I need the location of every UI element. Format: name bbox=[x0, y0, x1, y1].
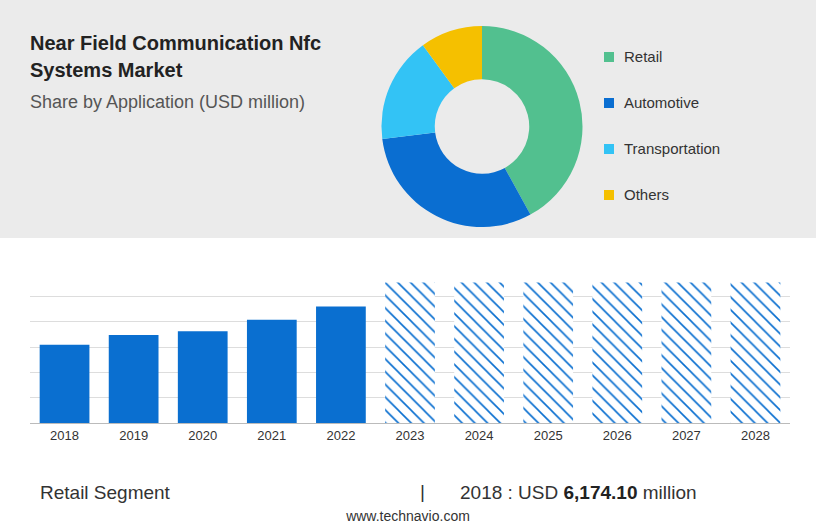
html-text:Others: Others bbox=[624, 186, 669, 203]
svg-text:2023: 2023 bbox=[396, 428, 425, 443]
svg-text:2022: 2022 bbox=[326, 428, 355, 443]
svg-text:2027: 2027 bbox=[672, 428, 701, 443]
html-text:2018 : USD 6,174.10 million: 2018 : USD 6,174.10 million bbox=[460, 482, 697, 503]
html-text:Retail: Retail bbox=[624, 48, 663, 65]
svg-text:2025: 2025 bbox=[534, 428, 563, 443]
svg-text:2020: 2020 bbox=[188, 428, 217, 443]
svg-text:2019: 2019 bbox=[119, 428, 148, 443]
html-text:www.technavio.com: www.technavio.com bbox=[346, 508, 470, 524]
svg-text:2028: 2028 bbox=[741, 428, 770, 443]
svg-text:2021: 2021 bbox=[257, 428, 286, 443]
svg-text:2026: 2026 bbox=[603, 428, 632, 443]
html-text:Near Field Communication Nfc S: Near Field Communication Nfc Systems Mar… bbox=[30, 32, 322, 81]
svg-text:2018: 2018 bbox=[50, 428, 79, 443]
html-text:Automotive: Automotive bbox=[624, 94, 699, 111]
html-text:Retail Segment: Retail Segment bbox=[40, 482, 170, 503]
html-text:Transportation: Transportation bbox=[624, 140, 721, 157]
html-text:Share by Application (USD mill: Share by Application (USD million) bbox=[30, 92, 306, 112]
svg-text:2024: 2024 bbox=[465, 428, 494, 443]
